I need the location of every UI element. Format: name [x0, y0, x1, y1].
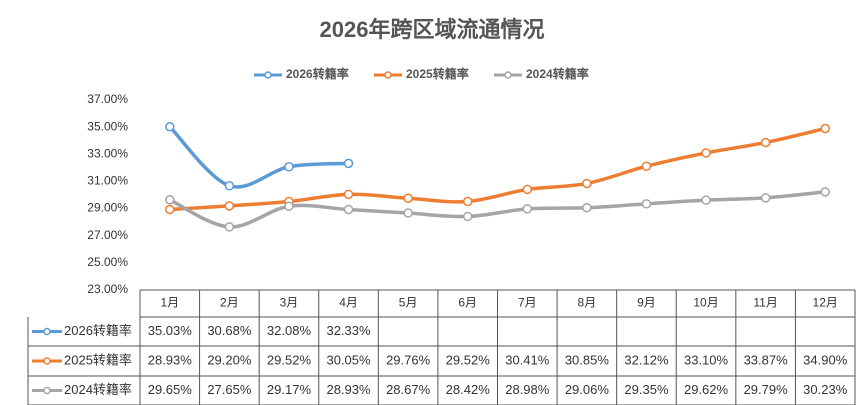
legend-label: 2026转籍率 [286, 66, 349, 81]
x-tick-label: 12月 [813, 296, 838, 310]
x-tick-label: 2月 [220, 296, 239, 310]
table-value: 29.76% [386, 352, 431, 367]
table-value: 35.03% [148, 323, 193, 338]
table-value: 32.33% [326, 323, 371, 338]
table-value: 28.67% [386, 382, 431, 397]
x-tick-label: 6月 [458, 296, 477, 310]
table-value: 29.65% [148, 382, 193, 397]
data-point [224, 222, 235, 232]
table-value: 32.08% [267, 323, 312, 338]
x-tick-label: 7月 [518, 296, 537, 310]
table-value: 33.10% [684, 352, 729, 367]
data-point [760, 193, 771, 203]
data-point [403, 193, 413, 204]
data-point [224, 181, 235, 191]
table-value: 30.41% [505, 352, 550, 367]
y-tick-label: 27.00% [87, 228, 128, 242]
table-legend-marker [43, 327, 51, 336]
legend-label: 2025转籍率 [406, 66, 469, 81]
data-point [462, 211, 473, 222]
table-value: 30.68% [207, 323, 252, 338]
data-point [403, 208, 413, 218]
data-point [224, 201, 235, 211]
y-tick-label: 29.00% [87, 201, 128, 215]
table-value: 29.06% [565, 382, 610, 397]
table-legend-marker [43, 357, 51, 365]
data-point [284, 201, 294, 212]
x-tick-label: 1月 [160, 296, 179, 310]
data-point [701, 195, 711, 205]
data-point [165, 204, 175, 215]
table-value: 29.17% [267, 382, 312, 397]
x-tick-label: 5月 [399, 296, 418, 310]
table-value: 32.12% [624, 352, 669, 367]
table-value: 28.98% [505, 382, 550, 397]
data-point [522, 204, 533, 214]
x-tick-label: 9月 [637, 296, 656, 310]
table-value: 28.93% [148, 352, 193, 367]
series-line [168, 125, 349, 189]
table-value: 29.35% [624, 382, 669, 397]
table-value: 34.90% [803, 352, 848, 367]
table-value: 30.85% [565, 352, 610, 367]
row-label: 2025转籍率 [64, 352, 132, 367]
x-tick-label: 10月 [693, 296, 718, 310]
table-legend-marker [43, 386, 51, 395]
y-tick-label: 33.00% [87, 146, 128, 160]
table-value: 29.79% [744, 382, 789, 397]
table-value: 29.62% [684, 382, 729, 397]
y-tick-label: 25.00% [87, 255, 128, 269]
data-point [820, 123, 830, 134]
data-point [522, 184, 533, 195]
y-tick-label: 35.00% [87, 119, 128, 133]
x-tick-label: 8月 [578, 296, 597, 310]
table-value: 33.87% [744, 352, 789, 367]
x-tick-label: 11月 [753, 296, 777, 310]
y-tick-label: 23.00% [87, 282, 128, 296]
legend-label: 2024转籍率 [526, 66, 589, 81]
data-point [462, 196, 473, 207]
data-point [343, 158, 354, 169]
series-line [169, 126, 826, 212]
y-tick-label: 37.00% [87, 92, 128, 106]
data-point [582, 203, 592, 213]
table-value: 27.65% [207, 382, 252, 397]
data-point [284, 162, 294, 172]
legend-marker [264, 71, 272, 79]
table-value: 29.52% [446, 352, 491, 367]
data-point [343, 189, 354, 200]
table-value: 28.93% [326, 382, 371, 397]
data-point [641, 161, 652, 171]
legend-marker [384, 71, 392, 79]
data-point [641, 199, 652, 209]
table-value: 30.23% [803, 382, 848, 397]
data-point [820, 187, 830, 197]
data-point [165, 195, 175, 205]
row-label: 2026转籍率 [64, 323, 132, 338]
data-point [760, 137, 771, 148]
data-point [343, 204, 354, 215]
data-point [701, 148, 711, 158]
chart-title: 2026年跨区域流通情况 [320, 17, 545, 42]
x-tick-label: 4月 [339, 296, 358, 310]
x-tick-label: 3月 [280, 296, 299, 310]
table-value: 30.05% [326, 352, 371, 367]
data-point [165, 121, 175, 132]
data-point [582, 178, 592, 189]
row-label: 2024转籍率 [64, 382, 132, 397]
table-value: 29.52% [267, 352, 312, 367]
table-value: 29.20% [207, 352, 252, 367]
y-tick-label: 31.00% [87, 174, 128, 188]
table-value: 28.42% [446, 382, 491, 397]
legend-marker [504, 71, 512, 79]
